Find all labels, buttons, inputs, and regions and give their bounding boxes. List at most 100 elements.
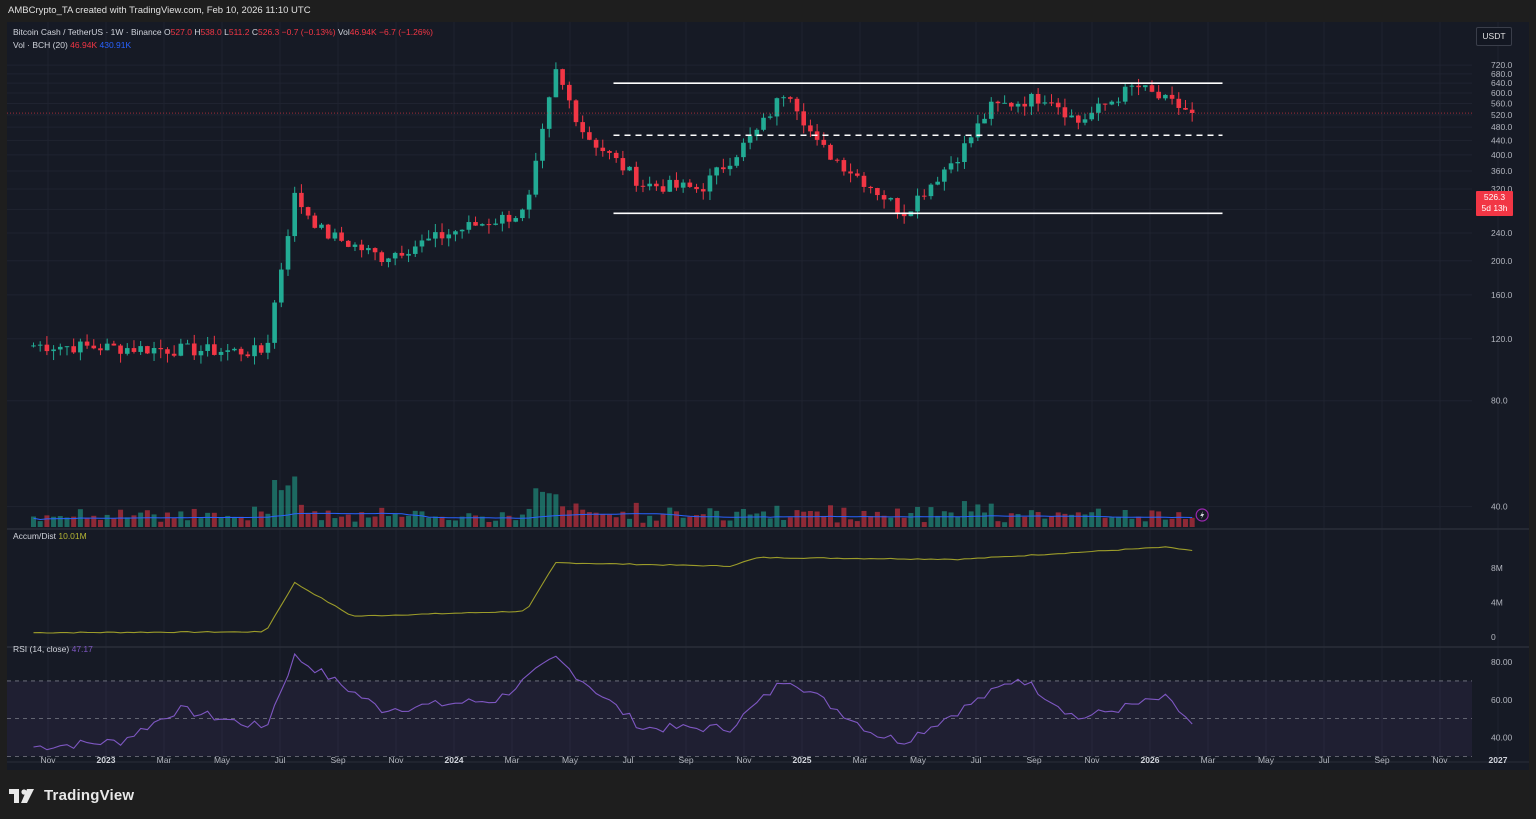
volume-bar xyxy=(901,517,907,527)
lightning-icon-bolt xyxy=(1200,511,1205,519)
candle-body xyxy=(453,231,458,235)
time-axis-label: May xyxy=(1258,755,1275,765)
chart-canvas[interactable]: 40.080.0120.0160.0200.0240.0280.0320.036… xyxy=(7,22,1529,770)
candle-body xyxy=(218,351,224,355)
price-tick-label: 200.0 xyxy=(1491,256,1513,266)
tradingview-wordmark: TradingView xyxy=(44,787,135,804)
volume-bar xyxy=(633,502,639,527)
symbol-label[interactable]: Bitcoin Cash / TetherUS · 1W · Binance xyxy=(13,27,162,37)
price-tick-label: 440.0 xyxy=(1491,135,1513,145)
volume-bar xyxy=(238,516,244,527)
volume-bar xyxy=(71,516,77,527)
candle-body xyxy=(674,179,679,188)
volume-bar xyxy=(1028,510,1034,527)
candle-body xyxy=(1116,101,1121,103)
volume-bar xyxy=(359,512,365,527)
candle-body xyxy=(607,151,612,153)
candle-body xyxy=(352,244,358,247)
volume-bar xyxy=(178,511,184,527)
candle-body xyxy=(1183,107,1188,110)
rsi-value: 47.17 xyxy=(71,644,93,654)
volume-bar xyxy=(51,516,57,527)
candle-body xyxy=(1002,102,1007,104)
volume-bar xyxy=(97,519,103,527)
volume-bar xyxy=(1115,517,1121,527)
candle-body xyxy=(332,232,338,239)
candle-body xyxy=(928,184,934,197)
candle-body xyxy=(493,223,498,225)
currency-selector[interactable]: USDT xyxy=(1476,27,1512,46)
volume-bar xyxy=(620,511,626,527)
candle-body xyxy=(680,182,686,188)
volume-bar xyxy=(734,511,740,527)
time-axis-label: 2026 xyxy=(1141,755,1160,765)
ad-value: 10.01M xyxy=(58,531,87,541)
ad-indicator-name[interactable]: Accum/Dist xyxy=(13,531,56,541)
volume-indicator-name[interactable]: Vol · BCH (20) xyxy=(13,40,68,50)
volume-bar xyxy=(372,516,378,527)
rsi-band xyxy=(7,680,1472,757)
volume-bar xyxy=(218,517,224,527)
candle-body xyxy=(71,346,76,353)
volume-bar xyxy=(171,518,177,527)
candle-body xyxy=(553,69,559,98)
tradingview-brand[interactable]: TradingView xyxy=(9,787,134,804)
volume-bar xyxy=(352,521,358,527)
time-axis-label: Nov xyxy=(40,755,56,765)
candle-body xyxy=(252,345,257,357)
volume-bar xyxy=(888,517,894,527)
volume-bar xyxy=(285,485,291,527)
candle-body xyxy=(687,182,693,187)
volume-bar xyxy=(1162,519,1168,527)
candle-body xyxy=(654,183,659,187)
close-label: C xyxy=(251,27,258,37)
volume-bar xyxy=(754,513,760,527)
candle-body xyxy=(392,252,398,259)
candle-body xyxy=(915,195,920,212)
volume-bar xyxy=(385,516,391,527)
candle-body xyxy=(433,232,438,239)
candle-body xyxy=(982,118,987,124)
volume-bar xyxy=(861,510,867,527)
low-label: L xyxy=(224,27,229,37)
volume-bar xyxy=(278,490,284,527)
price-legend: Bitcoin Cash / TetherUS · 1W · Binance O… xyxy=(13,27,433,37)
candle-body xyxy=(258,345,264,353)
candle-body xyxy=(51,349,56,352)
chart-area[interactable]: 40.080.0120.0160.0200.0240.0280.0320.036… xyxy=(7,22,1529,770)
candle-body xyxy=(366,248,371,251)
volume-bar xyxy=(412,510,418,527)
time-axis-label: Nov xyxy=(1084,755,1100,765)
volume-bar xyxy=(104,514,110,527)
candle-body xyxy=(57,346,63,350)
volume-bar xyxy=(499,512,505,527)
volume-bar xyxy=(673,511,679,527)
candle-body xyxy=(1009,102,1014,107)
volume-bar xyxy=(874,511,880,527)
candle-body xyxy=(292,192,298,237)
candle-body xyxy=(171,353,177,356)
last-price-value: 526.3 xyxy=(1483,192,1506,202)
price-tick-label: 520.0 xyxy=(1491,110,1513,120)
volume-bar xyxy=(185,520,191,527)
candle-body xyxy=(707,175,713,192)
time-axis-label: Nov xyxy=(736,755,752,765)
volume-bar xyxy=(868,516,874,527)
volume-bar xyxy=(627,518,633,527)
price-tick-label: 160.0 xyxy=(1491,290,1513,300)
candle-body xyxy=(526,194,532,210)
volume-bar xyxy=(211,512,217,527)
candle-body xyxy=(1022,103,1028,107)
volume-bar xyxy=(345,514,351,527)
volume-bar xyxy=(955,516,961,527)
volume-bar xyxy=(1075,512,1081,527)
candle-body xyxy=(178,343,184,356)
volume-bar xyxy=(399,516,405,527)
volume-bar xyxy=(325,510,331,527)
volume-bar xyxy=(57,516,63,527)
candle-body xyxy=(1096,103,1101,113)
candle-body xyxy=(955,162,961,164)
volume-bar xyxy=(245,520,251,527)
rsi-indicator-name[interactable]: RSI (14, close) xyxy=(13,644,70,654)
